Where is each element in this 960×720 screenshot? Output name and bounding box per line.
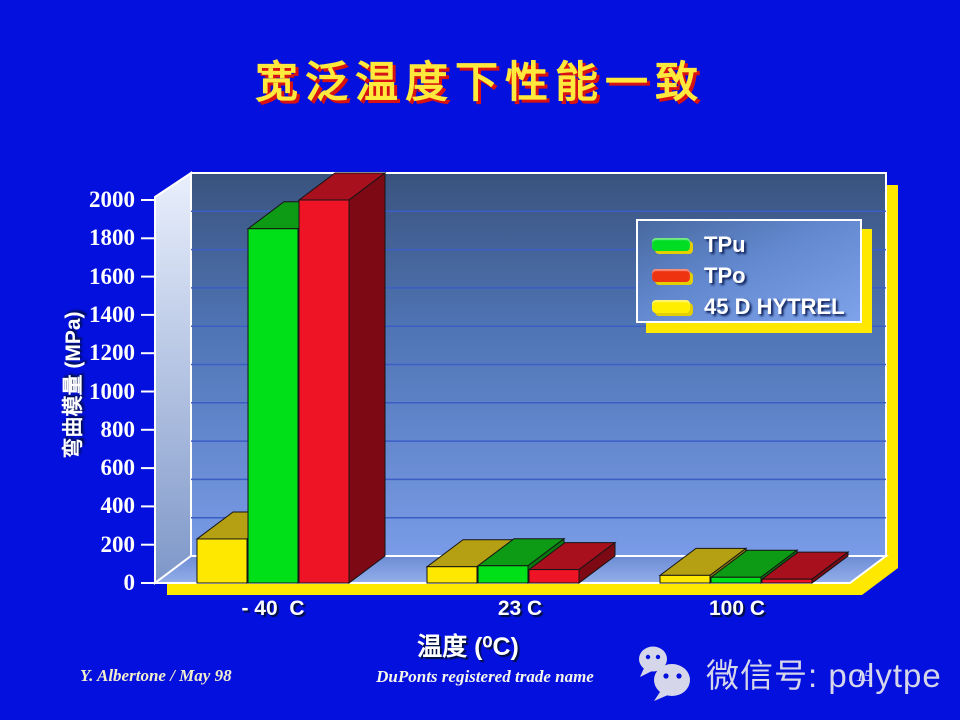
bar-front: [710, 576, 762, 584]
footer-author: Y. Albertone / May 98: [80, 666, 232, 685]
left-wall: [154, 171, 192, 585]
bar-front: [247, 228, 299, 584]
legend-row-hytrel: 45 D HYTREL: [652, 291, 860, 322]
y-tick-label: 600: [100, 455, 136, 481]
y-tick-label: 800: [100, 416, 136, 442]
y-tick-label: 2000: [89, 187, 135, 212]
x-tick-23: 23 C: [497, 597, 543, 620]
x-axis-title: 温度 (⁰C): [417, 633, 519, 661]
y-tick-label: 200: [100, 531, 136, 557]
x-tick-100: 100 C: [708, 597, 766, 620]
legend-label-tpo: TPo: [704, 262, 746, 288]
watermark-text: 微信号: polytpe: [706, 657, 942, 694]
bar-front: [426, 566, 478, 584]
y-tick-label: 0: [123, 570, 136, 595]
y-tick-label: 400: [100, 493, 136, 519]
y-tick-label: 1600: [89, 263, 135, 289]
legend-swatch-hytrel: [652, 300, 690, 313]
wechat-icon: [639, 646, 690, 701]
page-number: 15: [856, 668, 872, 685]
chart-legend: TPu TPo 45 D HYTREL: [636, 219, 862, 323]
slide-title: 宽泛温度下性能一致: [255, 59, 705, 107]
footer-trademark: DuPonts registered trade name: [376, 667, 594, 686]
legend-label-hytrel: 45 D HYTREL: [704, 293, 845, 319]
legend-swatch-tpu: [652, 238, 690, 251]
bar-front: [659, 574, 711, 584]
legend-label-tpu: TPu: [704, 231, 746, 257]
y-tick-label: 1200: [89, 340, 135, 366]
bar-front: [477, 565, 529, 584]
bar-front: [761, 578, 813, 584]
x-tick-minus40: - 40 C: [241, 597, 305, 620]
bar-front: [196, 538, 248, 584]
bar-side: [348, 172, 386, 584]
y-tick-label: 1800: [89, 225, 135, 251]
bar-front: [528, 569, 580, 584]
y-tick-label: 1000: [89, 378, 135, 404]
wechat-watermark: 微信号: polytpe: [636, 642, 956, 704]
bar-front: [298, 199, 350, 584]
legend-swatch-tpo: [652, 269, 690, 282]
legend-row-tpo: TPo: [652, 260, 860, 291]
legend-row-tpu: TPu: [652, 229, 860, 260]
y-tick-label: 1400: [89, 301, 135, 327]
